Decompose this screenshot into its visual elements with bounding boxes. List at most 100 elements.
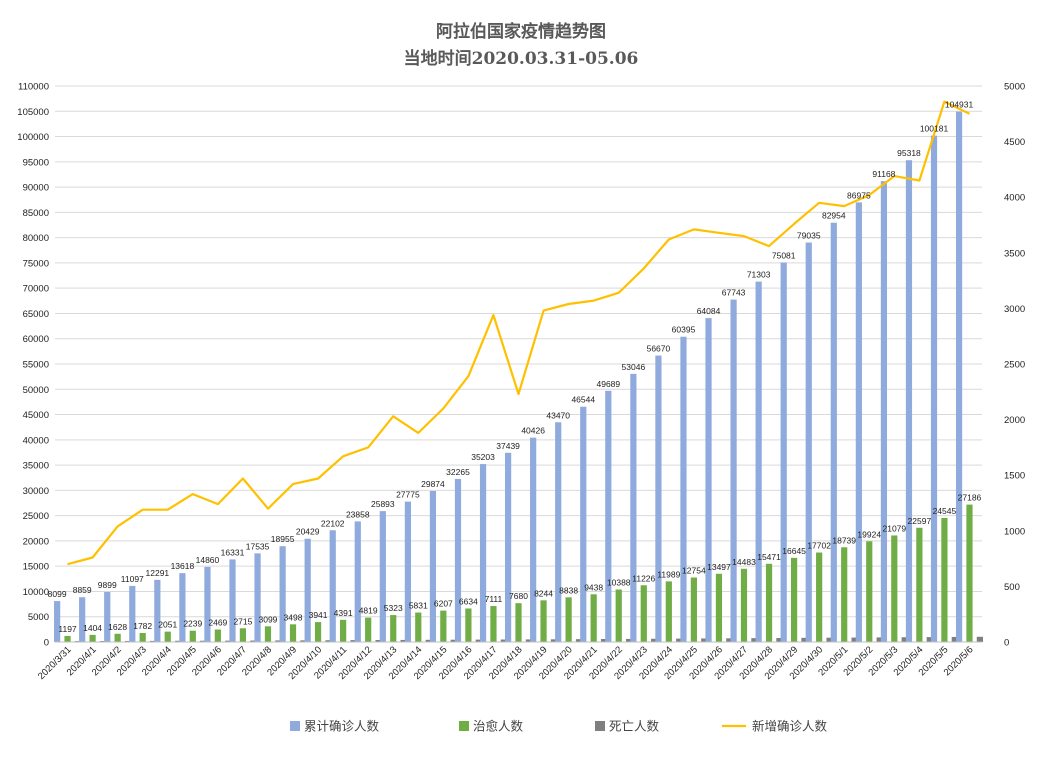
y-left-tick-label: 55000 [23, 360, 49, 371]
data-label: 95318 [897, 148, 921, 158]
bar [354, 521, 361, 642]
data-label: 19924 [857, 529, 881, 539]
bar [114, 633, 121, 642]
bar [154, 579, 161, 642]
y-right-tick-label: 2000 [1004, 415, 1025, 426]
bar [540, 600, 547, 642]
bar [930, 135, 938, 642]
bar [139, 632, 146, 642]
gridlines [55, 85, 982, 643]
bar [630, 373, 637, 642]
bar [891, 535, 898, 642]
data-label: 53046 [622, 362, 646, 372]
bar [565, 597, 572, 642]
data-label: 8244 [534, 588, 553, 598]
y-left-tick-label: 75000 [23, 258, 49, 269]
data-label: 3941 [309, 610, 328, 620]
data-labels: 8099 1197 8859 1404 9899 1628 11097 1782 12291 20… [48, 100, 982, 634]
y-left-tick-label: 110000 [18, 82, 49, 93]
bar [279, 546, 286, 642]
bar [615, 589, 622, 642]
bar [390, 615, 397, 642]
bar [254, 553, 261, 642]
y-left-tick-label: 30000 [23, 486, 49, 497]
bar [755, 281, 762, 642]
data-label: 8859 [73, 585, 92, 595]
bar [951, 636, 958, 642]
data-label: 17535 [246, 541, 270, 551]
data-label: 64084 [697, 306, 721, 316]
y-left-tick-label: 45000 [23, 410, 49, 421]
data-label: 11226 [632, 573, 655, 583]
data-label: 14483 [732, 557, 756, 567]
bar [876, 637, 883, 642]
y-left-tick-label: 5000 [28, 612, 49, 623]
bar [726, 638, 733, 642]
data-label: 60395 [672, 325, 696, 335]
bar [104, 591, 111, 642]
data-label: 10388 [607, 577, 631, 587]
y-left-tick-label: 40000 [23, 435, 49, 446]
bar [175, 640, 182, 642]
bar [640, 585, 647, 642]
data-label: 1197 [58, 624, 77, 634]
bar [880, 181, 888, 642]
bar [200, 640, 207, 642]
bar [751, 638, 758, 642]
data-label: 43470 [546, 410, 570, 420]
data-label: 4819 [359, 606, 378, 616]
data-label: 67743 [722, 288, 746, 298]
data-label: 32265 [446, 467, 470, 477]
bar [816, 552, 823, 642]
y-left-tick-label: 50000 [23, 385, 49, 396]
bar [701, 638, 708, 642]
data-label: 27186 [958, 493, 982, 503]
data-label: 56670 [647, 344, 671, 354]
bar [400, 639, 407, 642]
y-left-tick-label: 35000 [23, 461, 49, 472]
bar [329, 530, 336, 642]
bar [790, 557, 798, 642]
y-left-tick-label: 80000 [23, 233, 49, 244]
bar [415, 612, 422, 642]
right-axis: 0 500 1000 1500 2000 2500 3000 3500 4000 4500 5000 [1004, 82, 1025, 649]
data-label: 3099 [258, 614, 277, 624]
data-label: 79035 [797, 231, 821, 241]
y-right-tick-label: 0 [1004, 638, 1009, 649]
data-label: 49689 [596, 379, 620, 389]
data-label: 71303 [747, 270, 771, 280]
data-label: 13618 [171, 561, 195, 571]
bar [440, 610, 447, 642]
bar [124, 640, 132, 642]
bar [780, 262, 787, 642]
bar [765, 563, 773, 642]
data-label: 11097 [121, 574, 144, 584]
bar [866, 541, 873, 642]
legend-swatch [290, 721, 300, 731]
data-label: 6634 [459, 596, 478, 606]
bar [830, 222, 837, 642]
y-right-tick-label: 3000 [1004, 304, 1025, 315]
bar [54, 601, 61, 642]
bar [590, 594, 597, 642]
bar [851, 637, 858, 642]
bar [575, 639, 583, 642]
bar [340, 619, 347, 642]
data-label: 12754 [682, 566, 706, 576]
y-left-tick-label: 90000 [23, 183, 49, 194]
bar [379, 511, 386, 642]
data-label: 75081 [772, 250, 796, 260]
y-right-tick-label: 1000 [1004, 526, 1025, 537]
y-left-tick-label: 85000 [23, 208, 49, 219]
bar [475, 639, 482, 642]
data-label: 104931 [945, 100, 974, 110]
data-label: 2469 [208, 618, 227, 628]
data-label: 11989 [657, 569, 680, 579]
bar [214, 629, 221, 642]
bar [204, 566, 211, 642]
chart-subtitle: 当地时间2020.03.31-05.06 [404, 48, 639, 69]
bar [966, 504, 973, 642]
legend: 累计确诊人数 治愈人数 死亡人数 新增确诊人数 [290, 719, 828, 734]
bar [730, 299, 737, 642]
